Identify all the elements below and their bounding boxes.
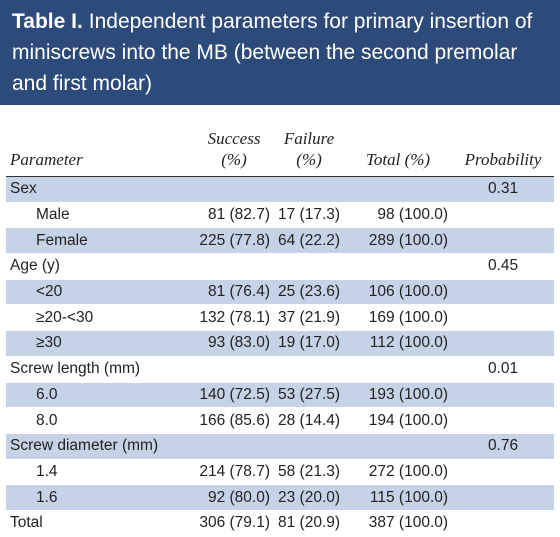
- table-cell: [452, 330, 554, 357]
- table-cell: 194 (100.0): [368, 411, 449, 429]
- table-row: <20 81 (76.4) 25 (23.6) 106 (100.0): [6, 279, 554, 305]
- table-cell: 306 (79.1): [199, 514, 270, 532]
- table-cell: 169 (100.0): [368, 308, 449, 326]
- table-row: 8.0 166 (85.6) 28 (14.4) 194 (100.0): [6, 408, 554, 434]
- table-cell: [452, 408, 554, 434]
- table-cell: Male: [36, 206, 70, 224]
- table-cell: 1.6: [6, 484, 194, 511]
- column-header: Probability: [452, 112, 554, 177]
- table-cell: [344, 176, 453, 203]
- table-cell: 1.4: [36, 462, 58, 480]
- table-cell: 0.01: [487, 360, 519, 378]
- table-cell: 81 (82.7): [207, 206, 270, 224]
- table-cell: 58 (21.3): [278, 462, 341, 480]
- table-row: ≥30 93 (83.0) 19 (17.0) 112 (100.0): [6, 330, 554, 357]
- table-cell: [452, 484, 554, 511]
- table-cell: 6.0: [6, 382, 194, 408]
- table-cell: 225 (77.8): [194, 227, 274, 254]
- table-cell: Screw length (mm): [10, 360, 141, 378]
- table-cell: [452, 279, 554, 305]
- table-cell: [452, 305, 554, 331]
- table-cell: 272 (100.0): [368, 462, 449, 480]
- table-cell: 93 (83.0): [194, 330, 274, 357]
- table-cell: [274, 176, 345, 203]
- table-cell: 289 (100.0): [344, 227, 453, 254]
- table-row: Sex 0.31: [6, 176, 554, 203]
- table-title: Independent parameters for primary inser…: [12, 10, 533, 95]
- table-row: 1.4 214 (78.7) 58 (21.3) 272 (100.0): [6, 459, 554, 485]
- table-cell: Total: [10, 514, 43, 532]
- table-cell: [452, 459, 554, 485]
- table-label: Table I.: [12, 10, 83, 33]
- table-cell: 53 (27.5): [274, 382, 345, 408]
- table-row: Age (y) 0.45: [6, 254, 554, 280]
- table-cell: 25 (23.6): [274, 279, 345, 305]
- header-row: Parameter Success (%) Failure (%) Total …: [6, 112, 554, 177]
- table-cell: 92 (80.0): [194, 484, 274, 511]
- table-cell: 387 (100.0): [368, 514, 449, 532]
- column-header: Success (%): [194, 112, 274, 177]
- table-row: ≥20-<30 132 (78.1) 37 (21.9) 169 (100.0): [6, 305, 554, 331]
- table-cell: 214 (78.7): [199, 462, 270, 480]
- table-cell: Sex: [6, 176, 194, 203]
- table-cell: 17 (17.3): [278, 206, 341, 224]
- table-cell: [194, 254, 274, 280]
- table-cell: [194, 176, 274, 203]
- table-row: Screw length (mm) 0.01: [6, 356, 554, 382]
- table-cell: [452, 382, 554, 408]
- table-cell: Female: [6, 227, 194, 254]
- table-row: 1.6 92 (80.0) 23 (20.0) 115 (100.0): [6, 484, 554, 511]
- table-cell: [194, 433, 274, 460]
- table-cell: [452, 227, 554, 254]
- table-row: 6.0 140 (72.5) 53 (27.5) 193 (100.0): [6, 382, 554, 408]
- table-cell: [452, 510, 554, 536]
- table-cell: 193 (100.0): [344, 382, 453, 408]
- table-row: Male 81 (82.7) 17 (17.3) 98 (100.0): [6, 202, 554, 228]
- table-cell: ≥30: [6, 330, 194, 357]
- table-cell: 132 (78.1): [199, 308, 270, 326]
- table-cell: Screw diameter (mm): [6, 433, 194, 460]
- table-cell: 166 (85.6): [199, 411, 270, 429]
- table-cell: 98 (100.0): [377, 206, 449, 224]
- table-cell: 64 (22.2): [274, 227, 345, 254]
- table-cell: [274, 433, 345, 460]
- table-cell: Age (y): [10, 257, 60, 275]
- table-cell: 28 (14.4): [278, 411, 341, 429]
- table-cell: [344, 356, 452, 382]
- table-cell: 0.31: [452, 176, 554, 203]
- table-row: Screw diameter (mm) 0.76: [6, 433, 554, 460]
- table-cell: 115 (100.0): [344, 484, 453, 511]
- table-cell: [344, 254, 452, 280]
- table-cell: <20: [6, 279, 194, 305]
- table-cell: 37 (21.9): [278, 308, 341, 326]
- column-header: Failure (%): [274, 112, 345, 177]
- table-cell: 112 (100.0): [344, 330, 453, 357]
- column-header: Total (%): [344, 112, 453, 177]
- table-cell: [274, 254, 344, 280]
- table-cell: 106 (100.0): [344, 279, 453, 305]
- table-cell: ≥20-<30: [36, 308, 94, 326]
- table-cell: [344, 433, 453, 460]
- table-cell: 0.76: [452, 433, 554, 460]
- table-cell: 19 (17.0): [274, 330, 345, 357]
- column-header: Parameter: [6, 112, 194, 177]
- table-row: Female 225 (77.8) 64 (22.2) 289 (100.0): [6, 227, 554, 254]
- table-cell: [274, 356, 344, 382]
- table-cell: 0.45: [487, 257, 519, 275]
- table-cell: 8.0: [36, 411, 58, 429]
- table-cell: 81 (20.9): [278, 514, 341, 532]
- table-cell: 23 (20.0): [274, 484, 345, 511]
- table: Parameter Success (%) Failure (%) Total …: [6, 112, 554, 537]
- table-cell: [452, 202, 554, 228]
- table-cell: 140 (72.5): [194, 382, 274, 408]
- table-cell: [194, 356, 274, 382]
- table-header: Table I. Independent parameters for prima…: [0, 0, 560, 105]
- table-row: Total 306 (79.1) 81 (20.9) 387 (100.0): [6, 510, 554, 537]
- table-cell: 81 (76.4): [194, 279, 274, 305]
